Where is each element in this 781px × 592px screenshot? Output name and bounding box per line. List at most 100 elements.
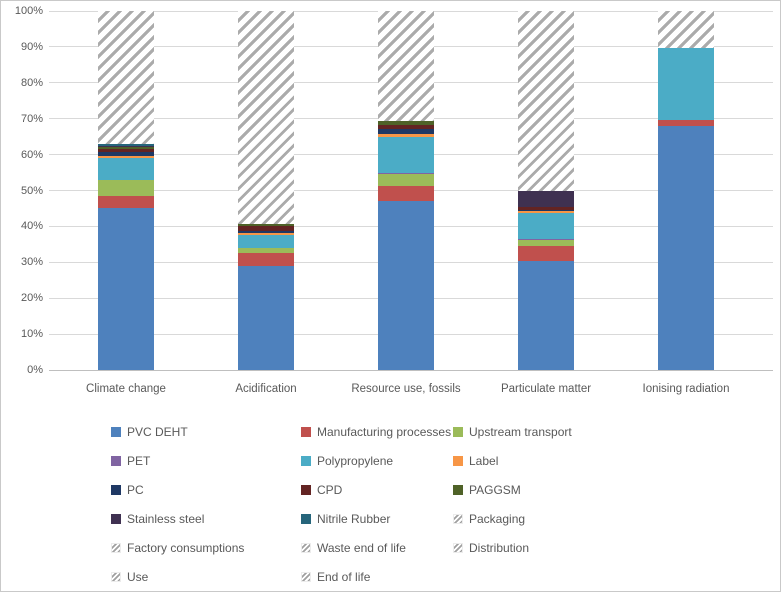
y-tick-label: 50% — [20, 184, 43, 197]
legend-item-pc: PC — [111, 483, 301, 497]
bar-segment-cpd — [238, 225, 294, 232]
bar-segment-polypropylene — [518, 213, 574, 239]
color-swatch-icon — [301, 513, 311, 524]
bar-segment-manufacturing-processes — [658, 119, 714, 126]
chart-legend: PVC DEHT Manufacturing processes Upstream … — [111, 417, 653, 591]
y-tick-label: 100% — [14, 5, 43, 17]
legend-item-factory-consumptions: Factory consumptions — [111, 541, 301, 555]
legend-item-pvc-deht: PVC DEHT — [111, 425, 301, 439]
bar-segment-paggsm — [378, 121, 434, 126]
bar-segment-polypropylene — [238, 235, 294, 248]
bar-segment-label — [378, 133, 434, 137]
bar-segment-pc — [518, 209, 574, 211]
legend-label: Waste end of life — [317, 540, 406, 555]
legend-label: Distribution — [469, 540, 530, 555]
x-category-label-acidification: Acidification — [235, 383, 297, 395]
bar-segment-polypropylene — [98, 158, 154, 180]
hatch-swatch-icon — [453, 513, 463, 524]
bar-segment-hatched-remainder — [98, 11, 154, 144]
y-tick-label: 40% — [20, 220, 43, 233]
y-tick-label: 70% — [20, 112, 43, 125]
legend-label: Packaging — [469, 511, 526, 526]
legend-item-end-of-life: End of life — [301, 570, 453, 584]
color-swatch-icon — [301, 484, 311, 495]
bar-segment-stainless-steel — [98, 145, 154, 148]
legend-item-packaging: Packaging — [453, 512, 653, 526]
color-swatch-icon — [111, 484, 121, 495]
bar-segment-nitrile-rubber — [98, 143, 154, 146]
bar-segment-cpd — [98, 149, 154, 153]
bar-segment-label — [98, 156, 154, 159]
legend-item-upstream-transport: Upstream transport — [453, 425, 653, 439]
bar-segment-pvc-deht — [378, 201, 434, 370]
bar-segment-cpd — [378, 125, 434, 130]
legend-item-waste-end-of-life: Waste end of life — [301, 541, 453, 555]
legend-item-distribution: Distribution — [453, 541, 653, 555]
bar-segment-manufacturing-processes — [518, 246, 574, 261]
bar-segment-hatched-remainder — [518, 11, 574, 191]
bar-segment-upstream-transport — [238, 247, 294, 253]
legend-label: Stainless steel — [127, 511, 205, 526]
bar-segment-polypropylene — [378, 136, 434, 173]
bar-segment-upstream-transport — [378, 173, 434, 186]
legend-label: CPD — [317, 482, 343, 497]
y-tick-label: 60% — [20, 148, 43, 161]
bar-segment-stainless-steel — [518, 190, 574, 207]
legend-item-paggsm: PAGGSM — [453, 483, 653, 497]
legend-label: PVC DEHT — [127, 424, 188, 439]
bar-segment-label — [518, 210, 574, 214]
legend-label: Nitrile Rubber — [317, 511, 391, 526]
legend-item-nitrile-rubber: Nitrile Rubber — [301, 512, 453, 526]
color-swatch-icon — [301, 455, 311, 466]
legend-item-cpd: CPD — [301, 483, 453, 497]
bar-segment-pc — [378, 129, 434, 134]
legend-label: End of life — [317, 569, 371, 584]
bar-segment-pc — [98, 152, 154, 157]
color-swatch-icon — [111, 426, 121, 437]
y-tick-label: 80% — [20, 76, 43, 89]
legend-label: Factory consumptions — [127, 540, 245, 555]
y-tick-label: 30% — [20, 256, 43, 269]
bar-segment-paggsm — [238, 223, 294, 226]
color-swatch-icon — [453, 426, 463, 437]
bar-segment-pet — [378, 172, 434, 174]
bar-segment-pvc-deht — [658, 125, 714, 370]
hatch-swatch-icon — [301, 571, 311, 582]
bar-segment-label — [238, 233, 294, 236]
bar-segment-pvc-deht — [238, 265, 294, 370]
legend-label: PAGGSM — [469, 482, 521, 497]
legend-item-stainless-steel: Stainless steel — [111, 512, 301, 526]
y-tick-label: 90% — [20, 40, 43, 53]
legend-item-polypropylene: Polypropylene — [301, 454, 453, 468]
bar-segment-manufacturing-processes — [378, 185, 434, 202]
legend-item-pet: PET — [111, 454, 301, 468]
y-tick-label: 0% — [27, 364, 43, 376]
bar-segment-pvc-deht — [518, 260, 574, 370]
hatch-swatch-icon — [453, 542, 463, 553]
hatch-swatch-icon — [111, 571, 121, 582]
y-tick-label: 20% — [20, 292, 43, 305]
legend-label: Label — [469, 453, 499, 468]
y-tick-label: 10% — [20, 328, 43, 341]
bar-segment-hatched-remainder — [658, 11, 714, 48]
x-category-label-particulate-matter: Particulate matter — [500, 383, 592, 395]
legend-label: Polypropylene — [317, 453, 394, 468]
legend-item-use: Use — [111, 570, 301, 584]
legend-item-label: Label — [453, 454, 653, 468]
color-swatch-icon — [453, 484, 463, 495]
color-swatch-icon — [301, 426, 311, 437]
legend-label: PC — [127, 482, 144, 497]
bar-segment-manufacturing-processes — [98, 195, 154, 209]
bar-segment-hatched-remainder — [378, 11, 434, 122]
bar-segment-pvc-deht — [98, 208, 154, 370]
bar-segment-cpd — [518, 206, 574, 210]
hatch-swatch-icon — [111, 542, 121, 553]
bar-segment-pet — [518, 238, 574, 240]
bar-segment-upstream-transport — [518, 239, 574, 247]
x-category-label-climate-change: Climate change — [86, 383, 166, 395]
bar-segment-upstream-transport — [98, 179, 154, 196]
bar-segment-polypropylene — [658, 47, 714, 120]
bar-segment-hatched-remainder — [238, 11, 294, 224]
legend-label: Use — [127, 569, 149, 584]
color-swatch-icon — [453, 455, 463, 466]
